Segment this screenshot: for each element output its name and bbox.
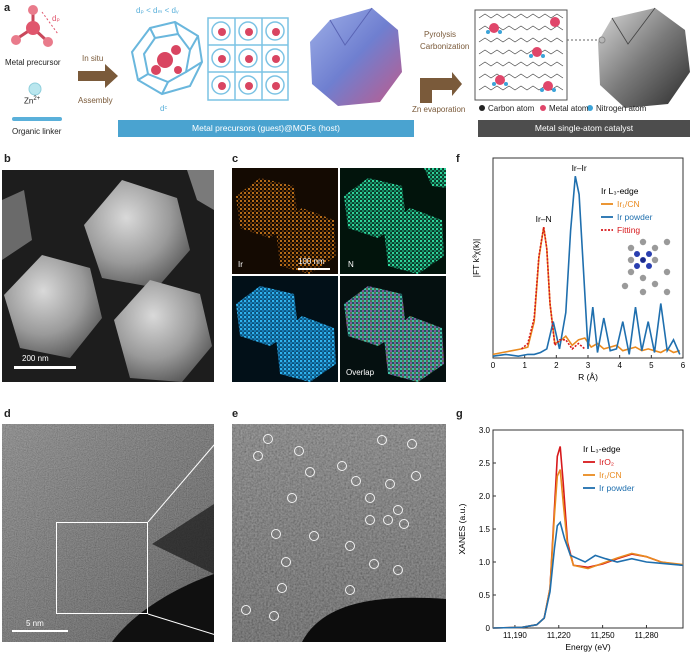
catalyst-bar: Metal single-atom catalyst xyxy=(478,120,690,137)
scale-label-c: 100 nm xyxy=(298,257,325,266)
y-tick-label: 1.0 xyxy=(479,558,491,567)
y-tick-label: 3.0 xyxy=(479,426,491,435)
legend-metal-atom: Metal atom xyxy=(549,104,589,113)
annotation-ir-ir: Ir–Ir xyxy=(572,163,587,173)
scale-label-d: 5 nm xyxy=(26,619,44,628)
in-situ-label: In situ xyxy=(82,54,104,63)
ir-map-label: Ir xyxy=(238,260,243,269)
y-tick-label: 1.5 xyxy=(479,525,491,534)
legend-title: Ir L₃-edge xyxy=(601,186,639,196)
x-tick-label: 3 xyxy=(586,361,591,370)
chart-g: 11,190 11,220 11,250 11,280 0 0.5 1.0 1.5 2.0 2.5… xyxy=(457,426,684,652)
y-tick-label: 2.5 xyxy=(479,459,491,468)
single-atom-circles xyxy=(241,434,421,621)
series-line-Ir₁/CN xyxy=(492,226,681,356)
metal-precursor-molecule xyxy=(11,5,59,47)
series-line-Ir₁/CN xyxy=(492,469,684,629)
assembly-label: Assembly xyxy=(78,96,113,105)
x-tick-label: 5 xyxy=(649,361,654,370)
panel-a-schematic xyxy=(11,5,690,121)
series-line-IrO₂ xyxy=(492,446,684,629)
x-tick-label: 4 xyxy=(617,361,622,370)
panel-label-a: a xyxy=(4,2,11,14)
series-line-Ir powder xyxy=(492,520,684,629)
x-axis-label: R (Å) xyxy=(578,372,598,382)
legend-label: Ir₁/CN xyxy=(599,470,622,480)
panel-label-e: e xyxy=(232,408,239,420)
organic-linker-label: Organic linker xyxy=(12,127,62,136)
legend-label: Ir powder xyxy=(599,483,635,493)
legend-label: IrO₂ xyxy=(599,457,614,467)
x-tick-label: 11,250 xyxy=(591,631,615,640)
stem-image-d: 5 nm xyxy=(2,424,214,642)
zn-label: Zn2+ xyxy=(24,96,41,106)
pyrolysis-label: Pyrolysis xyxy=(424,30,457,39)
x-tick-label: 11,280 xyxy=(635,631,659,640)
overlap-label: Overlap xyxy=(346,368,375,377)
scale-bar-b xyxy=(14,366,76,369)
y-axis-label: |FT k³χ(k)| xyxy=(471,239,481,277)
metal-precursor-label: Metal precursor xyxy=(5,58,61,67)
x-tick-label: 0 xyxy=(491,361,496,370)
x-tick-label: 11,190 xyxy=(503,631,527,640)
y-tick-label: 2.0 xyxy=(479,492,491,501)
x-tick-label: 2 xyxy=(554,361,559,370)
annotation-ir-n: Ir–N xyxy=(536,214,552,224)
mof-lattice xyxy=(207,17,289,101)
dp-label: dₚ xyxy=(52,14,60,23)
y-tick-label: 0 xyxy=(486,624,491,633)
y-axis-label: XANES (a.u.) xyxy=(457,503,467,554)
zoom-connector-lines xyxy=(147,423,233,641)
eds-map-n: N xyxy=(340,168,446,274)
legend-label: Ir powder xyxy=(617,212,653,222)
legend-label: Fitting xyxy=(617,225,640,235)
scale-bar-d xyxy=(12,630,68,632)
zn-evaporation-label: Zn evaporation xyxy=(412,105,466,114)
x-tick-label: 1 xyxy=(522,361,527,370)
sem-image-b: 200 nm xyxy=(2,170,214,382)
eds-map-overlap: Overlap xyxy=(340,276,446,382)
legend-nitrogen-atom: Nitrogen atom xyxy=(596,104,647,113)
structure-inset xyxy=(621,238,671,296)
legend-carbon-atom: Carbon atom xyxy=(488,104,535,113)
in-situ-arrow xyxy=(78,64,118,88)
metal-atoms-lattice xyxy=(489,17,560,91)
legend-label: Ir₁/CN xyxy=(617,199,640,209)
zn-ion xyxy=(28,82,42,96)
size-relation-label: dₚ < dₘ < dᵥ xyxy=(136,6,179,15)
chart-f: 0 1 2 3 4 5 6 R (Å) |FT k³χ(k)| Ir L₃-edge Ir₁/CN I… xyxy=(471,157,686,382)
y-tick-label: 0.5 xyxy=(479,591,491,600)
x-tick-label: 6 xyxy=(681,361,686,370)
dc-label: dᶜ xyxy=(160,104,168,113)
eds-map-ir: Ir 100 nm xyxy=(232,168,338,274)
panel-label-d: d xyxy=(4,408,11,420)
stem-image-e xyxy=(232,424,446,642)
mof-host-bar: Metal precursors (guest)@MOFs (host) xyxy=(118,120,414,137)
panel-label-c: c xyxy=(232,153,239,165)
series-line-Ir powder xyxy=(492,176,681,358)
organic-linker-shape xyxy=(12,117,62,121)
x-axis-label: Energy (eV) xyxy=(565,642,611,652)
eds-map-blue xyxy=(232,276,338,382)
mof-cage xyxy=(130,20,204,96)
n-map-label: N xyxy=(348,260,354,269)
panel-label-f: f xyxy=(456,153,460,165)
x-tick-label: 11,220 xyxy=(547,631,571,640)
legend-title: Ir L₃-edge xyxy=(583,444,621,454)
panel-label-g: g xyxy=(456,408,463,420)
plot-frame xyxy=(492,429,684,629)
zoom-box-d xyxy=(56,522,148,614)
mof-polyhedron xyxy=(310,8,402,106)
scale-label-b: 200 nm xyxy=(22,354,49,363)
pyrolysis-arrow xyxy=(420,72,462,103)
graphene-lattice xyxy=(478,13,564,91)
series-line-Fitting xyxy=(520,226,586,351)
carbonization-label: Carbonization xyxy=(420,42,470,51)
panel-label-b: b xyxy=(4,153,11,165)
scale-bar-c xyxy=(298,268,330,270)
guest-precursors xyxy=(151,45,182,75)
